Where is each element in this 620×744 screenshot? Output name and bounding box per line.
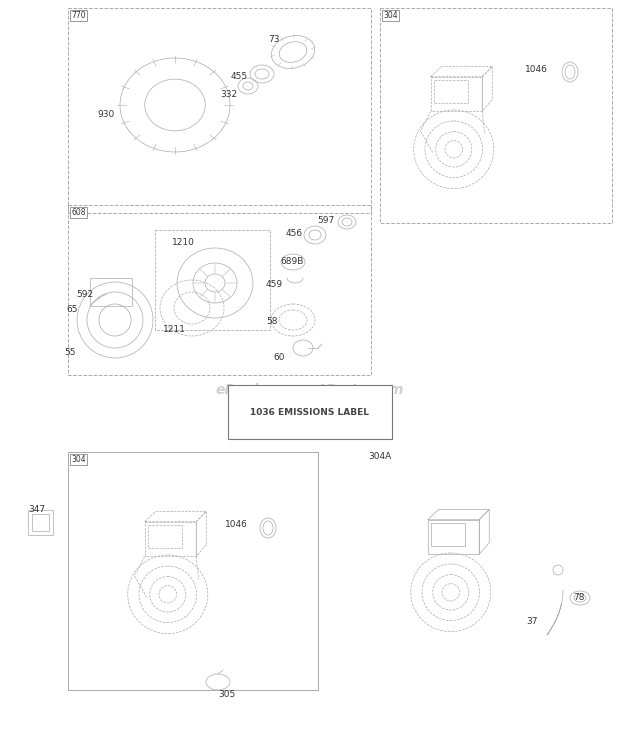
Text: 930: 930: [98, 110, 115, 119]
Text: 455: 455: [231, 72, 248, 81]
Bar: [68, 205, 371, 375]
Text: 459: 459: [266, 280, 283, 289]
Text: 1046: 1046: [225, 520, 248, 529]
Text: 1210: 1210: [172, 238, 195, 247]
Bar: [434, 80, 468, 103]
Text: 305: 305: [218, 690, 235, 699]
Text: 332: 332: [220, 90, 237, 99]
Text: 65: 65: [66, 305, 78, 314]
Text: 689B: 689B: [280, 257, 303, 266]
Text: 304: 304: [71, 455, 86, 464]
Text: 55: 55: [64, 348, 76, 357]
Bar: [148, 525, 182, 548]
Bar: [155, 230, 270, 330]
Text: 597: 597: [317, 216, 335, 225]
Bar: [90, 278, 132, 306]
Bar: [380, 8, 612, 223]
Bar: [32, 514, 49, 531]
Text: 608: 608: [71, 208, 86, 217]
Text: 770: 770: [71, 11, 86, 20]
Text: 60: 60: [273, 353, 285, 362]
Text: 73: 73: [268, 35, 280, 44]
Text: 592: 592: [76, 290, 93, 299]
Text: 1211: 1211: [163, 325, 186, 334]
Bar: [68, 8, 371, 213]
Text: 347: 347: [28, 505, 45, 514]
Text: 1036 EMISSIONS LABEL: 1036 EMISSIONS LABEL: [250, 408, 370, 417]
Text: 304A: 304A: [368, 452, 391, 461]
Text: 304: 304: [383, 11, 397, 20]
Text: 456: 456: [286, 229, 303, 238]
Bar: [431, 523, 466, 546]
Text: 1046: 1046: [525, 65, 548, 74]
Text: 58: 58: [267, 317, 278, 326]
Bar: [68, 452, 318, 690]
Text: 37: 37: [526, 617, 538, 626]
Bar: [28, 510, 53, 535]
Text: eReplacementParts.com: eReplacementParts.com: [216, 383, 404, 397]
Text: 78: 78: [573, 593, 585, 602]
